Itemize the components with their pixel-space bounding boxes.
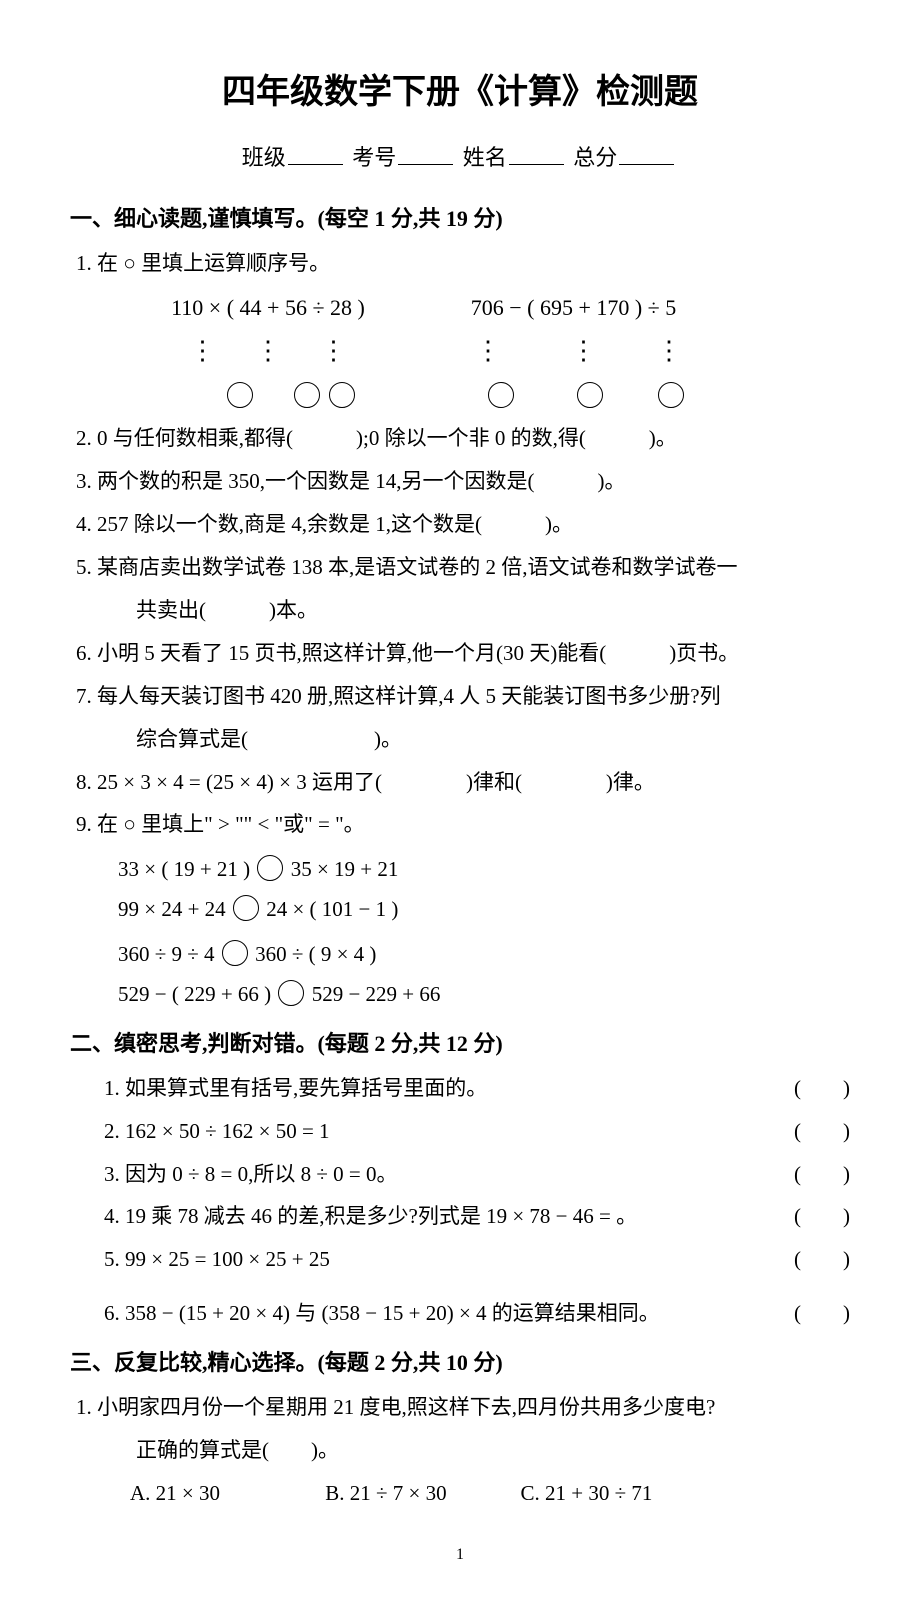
class-label: 班级 — [242, 145, 286, 170]
q5: 5. 某商店卖出数学试卷 138 本,是语文试卷的 2 倍,语文试卷和数学试卷一 — [70, 548, 850, 588]
q1-expressions: 110 × ( 44 + 56 ÷ 28 ) 706 − ( 695 + 170… — [70, 287, 850, 416]
vdots-icon: ⋮ — [255, 346, 281, 356]
cmp2b: 24 × ( 101 − 1 ) — [266, 897, 398, 921]
cmp3b: 360 ÷ ( 9 × 4 ) — [255, 942, 376, 966]
judge-paren[interactable]: ( ) — [794, 1240, 850, 1280]
order-circle[interactable] — [294, 382, 320, 408]
q4: 4. 257 除以一个数,商是 4,余数是 1,这个数是( )。 — [70, 505, 850, 545]
compare-circle[interactable] — [278, 980, 304, 1006]
judge-2: 2. 162 × 50 ÷ 162 × 50 = 1 ( ) — [70, 1112, 850, 1152]
j6-text: 6. 358 − (15 + 20 × 4) 与 (358 − 15 + 20)… — [104, 1301, 660, 1325]
q9: 9. 在 ○ 里填上" > "" < "或" = "。 — [70, 805, 850, 845]
judge-5: 5. 99 × 25 = 100 × 25 + 25 ( ) — [70, 1240, 850, 1280]
vdots-icon: ⋮ — [571, 346, 597, 356]
choice-a[interactable]: A. 21 × 30 — [130, 1474, 320, 1514]
j2-text: 2. 162 × 50 ÷ 162 × 50 = 1 — [104, 1119, 330, 1143]
compare-circle[interactable] — [222, 940, 248, 966]
cmp-row-2: 360 ÷ 9 ÷ 4 360 ÷ ( 9 × 4 ) 529 − ( 229 … — [70, 935, 850, 1015]
q6: 6. 小明 5 天看了 15 页书,照这样计算,他一个月(30 天)能看( )页… — [70, 634, 850, 674]
cmp1a: 33 × ( 19 + 21 ) — [118, 857, 250, 881]
cmp3a: 360 ÷ 9 ÷ 4 — [118, 942, 215, 966]
section3-head: 三、反复比较,精心选择。(每题 2 分,共 10 分) — [70, 1342, 850, 1384]
cmp4b: 529 − 229 + 66 — [312, 982, 441, 1006]
vdots-icon: ⋮ — [321, 346, 347, 356]
judge-paren[interactable]: ( ) — [794, 1155, 850, 1195]
vdots-icon: ⋮ — [190, 346, 216, 356]
q1: 1. 在 ○ 里填上运算顺序号。 — [70, 244, 850, 284]
section2-head: 二、缜密思考,判断对错。(每题 2 分,共 12 分) — [70, 1023, 850, 1065]
q7: 7. 每人每天装订图书 420 册,照这样计算,4 人 5 天能装订图书多少册?… — [70, 677, 850, 717]
order-circle[interactable] — [227, 382, 253, 408]
q2: 2. 0 与任何数相乘,都得( );0 除以一个非 0 的数,得( )。 — [70, 419, 850, 459]
judge-3: 3. 因为 0 ÷ 8 = 0,所以 8 ÷ 0 = 0。 ( ) — [70, 1155, 850, 1195]
score-blank[interactable] — [619, 140, 674, 164]
judge-paren[interactable]: ( ) — [794, 1294, 850, 1334]
s3-choices: A. 21 × 30 B. 21 ÷ 7 × 30 C. 21 + 30 ÷ 7… — [70, 1474, 850, 1514]
j1-text: 1. 如果算式里有括号,要先算括号里面的。 — [104, 1076, 487, 1100]
judge-6: 6. 358 − (15 + 20 × 4) 与 (358 − 15 + 20)… — [70, 1294, 850, 1334]
name-blank[interactable] — [509, 140, 564, 164]
doc-title: 四年级数学下册《计算》检测题 — [70, 60, 850, 125]
q5-cont: 共卖出( )本。 — [70, 591, 850, 631]
order-circle[interactable] — [329, 382, 355, 408]
expr2: 706 − ( 695 + 170 ) ÷ 5 — [424, 287, 724, 329]
cmp4a: 529 − ( 229 + 66 ) — [118, 982, 271, 1006]
j4-text: 4. 19 乘 78 减去 46 的差,积是多少?列式是 19 × 78 − 4… — [104, 1204, 637, 1228]
cmp-row-1: 33 × ( 19 + 21 ) 35 × 19 + 21 99 × 24 + … — [70, 850, 850, 930]
section1-head: 一、细心读题,谨慎填写。(每空 1 分,共 19 分) — [70, 198, 850, 240]
q3: 3. 两个数的积是 350,一个因数是 14,另一个因数是( )。 — [70, 462, 850, 502]
s3-q1b: 正确的算式是( )。 — [70, 1431, 850, 1471]
name-label: 姓名 — [463, 145, 507, 170]
compare-circle[interactable] — [233, 895, 259, 921]
meta-row: 班级 考号 姓名 总分 — [70, 137, 850, 179]
choice-b[interactable]: B. 21 ÷ 7 × 30 — [325, 1474, 515, 1514]
cmp1b: 35 × 19 + 21 — [291, 857, 399, 881]
q8: 8. 25 × 3 × 4 = (25 × 4) × 3 运用了( )律和( )… — [70, 763, 850, 803]
judge-1: 1. 如果算式里有括号,要先算括号里面的。 ( ) — [70, 1069, 850, 1109]
order-circle[interactable] — [488, 382, 514, 408]
expr1: 110 × ( 44 + 56 ÷ 28 ) — [118, 287, 418, 329]
compare-circle[interactable] — [257, 855, 283, 881]
vdots-icon: ⋮ — [475, 346, 501, 356]
judge-paren[interactable]: ( ) — [794, 1112, 850, 1152]
judge-paren[interactable]: ( ) — [794, 1069, 850, 1109]
s3-q1: 1. 小明家四月份一个星期用 21 度电,照这样下去,四月份共用多少度电? — [70, 1388, 850, 1428]
j5-text: 5. 99 × 25 = 100 × 25 + 25 — [104, 1247, 330, 1271]
vdots-icon: ⋮ — [656, 346, 682, 356]
exam-label: 考号 — [352, 145, 396, 170]
choice-c[interactable]: C. 21 + 30 ÷ 71 — [521, 1474, 711, 1514]
page-number: 1 — [70, 1540, 850, 1570]
class-blank[interactable] — [288, 140, 343, 164]
j3-text: 3. 因为 0 ÷ 8 = 0,所以 8 ÷ 0 = 0。 — [104, 1162, 398, 1186]
cmp2a: 99 × 24 + 24 — [118, 897, 226, 921]
q7-cont: 综合算式是( )。 — [70, 720, 850, 760]
order-circle[interactable] — [658, 382, 684, 408]
judge-paren[interactable]: ( ) — [794, 1197, 850, 1237]
order-circle[interactable] — [577, 382, 603, 408]
judge-4: 4. 19 乘 78 减去 46 的差,积是多少?列式是 19 × 78 − 4… — [70, 1197, 850, 1237]
score-label: 总分 — [573, 145, 617, 170]
exam-blank[interactable] — [398, 140, 453, 164]
